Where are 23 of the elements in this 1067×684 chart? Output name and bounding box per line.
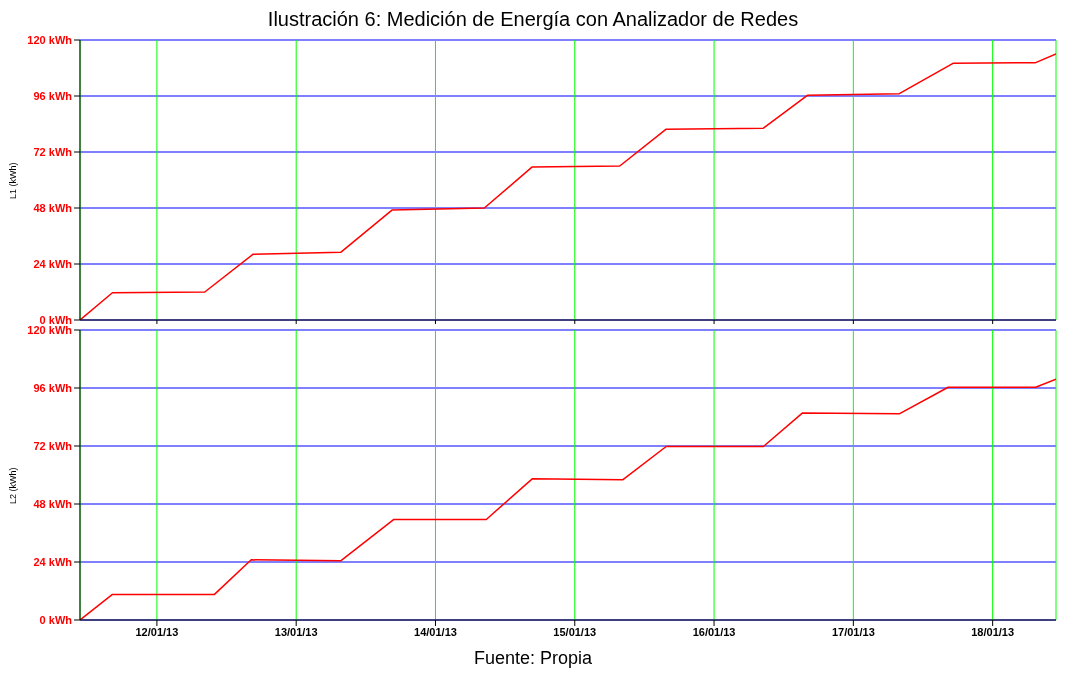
y-tick-label: 120 kWh	[27, 323, 73, 336]
y-tick-label: 48 kWh	[33, 497, 73, 510]
y-tick-label: 120 kWh	[27, 33, 73, 46]
x-tick-label: 17/01/13	[831, 625, 875, 638]
x-tick-label: 13/01/13	[274, 625, 318, 638]
x-tick-label: 14/01/13	[414, 625, 457, 638]
y-axis-title: L2 (kWh)	[8, 467, 18, 504]
y-tick-label: 24 kWh	[33, 257, 73, 270]
source-note: Fuente: Propia	[472, 648, 594, 669]
y-tick-label: 0 kWh	[39, 613, 73, 626]
x-tick-label: 15/01/13	[553, 625, 597, 638]
y-tick-label: 24 kWh	[33, 555, 73, 568]
y-tick-label: 48 kWh	[33, 201, 73, 214]
y-tick-label: 96 kWh	[33, 89, 73, 102]
x-tick-label: 16/01/13	[692, 625, 736, 638]
y-tick-label: 72 kWh	[33, 145, 73, 158]
x-tick-label: 18/01/13	[971, 625, 1015, 638]
y-tick-label: 96 kWh	[33, 381, 73, 394]
y-tick-label: 0 kWh	[39, 313, 73, 326]
chart-title: Ilustración 6: Medición de Energía con Analizador de Redes	[266, 8, 800, 32]
y-axis-title: L1 (kWh)	[8, 162, 18, 199]
x-tick-label: 12/01/13	[135, 625, 179, 638]
y-tick-label: 72 kWh	[33, 439, 73, 452]
